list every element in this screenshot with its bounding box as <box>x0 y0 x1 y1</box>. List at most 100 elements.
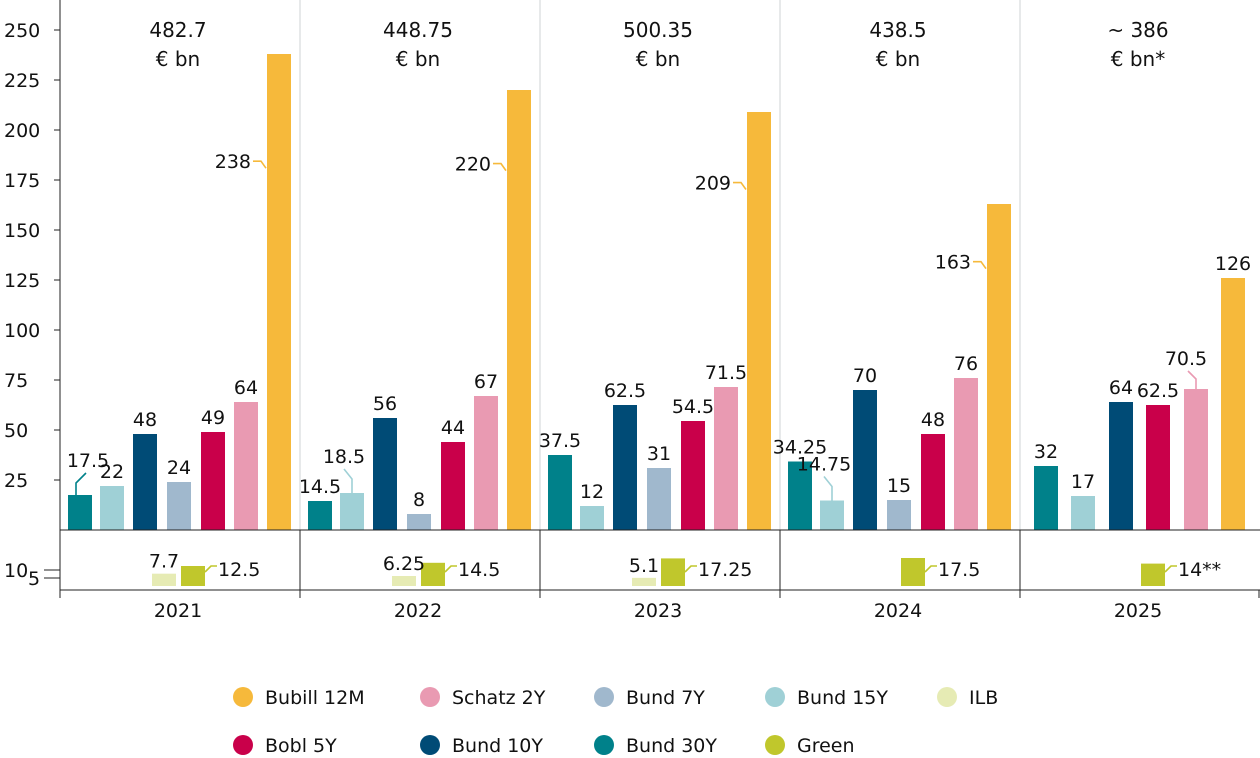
chart-bars <box>68 54 1245 586</box>
bar-schatz-2y <box>234 402 258 530</box>
total-unit-label: € bn <box>156 47 200 71</box>
legend-label: Schatz 2Y <box>452 687 546 709</box>
data-label: 7.7 <box>149 551 179 573</box>
leader-line <box>493 162 507 172</box>
data-label: 37.5 <box>539 430 581 452</box>
y-tick-label: 75 <box>4 370 28 392</box>
leader-line <box>1164 565 1177 573</box>
total-amount-label: ~ 386 <box>1107 18 1168 42</box>
chart-axes: 25 50 75 100 125 150 175 200 225 250 510 2021 2022 20… <box>4 0 1260 622</box>
total-unit-label: € bn* <box>1111 47 1165 71</box>
bar-ilb <box>152 573 176 586</box>
data-label: 54.5 <box>672 396 714 418</box>
bar-bobl-5y <box>201 432 225 530</box>
y-tick-label: 50 <box>4 420 28 442</box>
data-label: 49 <box>201 407 225 429</box>
data-label: 8 <box>413 489 425 511</box>
bar-bund-30y <box>68 495 92 530</box>
bar-schatz-2y <box>714 387 738 530</box>
data-label: 32 <box>1034 441 1058 463</box>
legend-swatch <box>420 687 440 707</box>
leader-line <box>1187 370 1197 389</box>
legend-swatch <box>594 687 614 707</box>
data-label: 17 <box>1071 471 1095 493</box>
total-unit-label: € bn <box>396 47 440 71</box>
bar-schatz-2y <box>474 396 498 530</box>
legend-label: Bobl 5Y <box>265 735 337 757</box>
data-label: 76 <box>954 353 978 375</box>
bar-bund-10y <box>133 434 157 530</box>
y-tick-label: 125 <box>4 270 40 292</box>
data-label: 126 <box>1215 253 1251 275</box>
data-label: 12 <box>580 481 604 503</box>
legend-label: Bund 7Y <box>626 687 705 709</box>
bar-schatz-2y <box>954 378 978 530</box>
data-label: 18.5 <box>323 446 365 468</box>
data-label: 15 <box>887 475 911 497</box>
bar-bund-15y <box>100 486 124 530</box>
data-label: 48 <box>133 409 157 431</box>
bar-schatz-2y <box>1184 389 1208 530</box>
data-label: 34.25 <box>773 437 827 459</box>
y-tick-label: 25 <box>4 470 28 492</box>
data-label: 31 <box>647 443 671 465</box>
bar-bund-10y <box>373 418 397 530</box>
bar-bubill-12m <box>747 112 771 530</box>
leader-line <box>924 565 937 573</box>
data-label: 14.5 <box>458 559 500 581</box>
bar-bund-7y <box>647 468 671 530</box>
data-label: 64 <box>1109 377 1133 399</box>
legend-swatch <box>420 735 440 755</box>
leader-line <box>343 468 353 493</box>
total-amount-label: 448.75 <box>383 18 453 42</box>
y-tick-label: 250 <box>4 20 40 42</box>
x-tick-label: 2022 <box>394 600 442 622</box>
legend-swatch <box>233 735 253 755</box>
data-label: 62.5 <box>1137 380 1179 402</box>
legend-label: Bund 30Y <box>626 735 717 757</box>
x-tick-label: 2021 <box>154 600 202 622</box>
bar-bobl-5y <box>1146 405 1170 530</box>
legend-swatch <box>233 687 253 707</box>
legend-swatch <box>765 687 785 707</box>
data-label: 70 <box>853 365 877 387</box>
bar-bubill-12m <box>1221 278 1245 530</box>
leader-line <box>444 565 457 573</box>
bar-bobl-5y <box>681 421 705 530</box>
total-unit-label: € bn <box>636 47 680 71</box>
y-tick-label: 200 <box>4 120 40 142</box>
data-label: 209 <box>695 173 731 195</box>
data-label: 5.1 <box>629 555 659 577</box>
bar-bund-30y <box>788 461 812 530</box>
legend-label: ILB <box>969 687 998 709</box>
bar-bund-7y <box>887 500 911 530</box>
total-amount-label: 438.5 <box>869 18 926 42</box>
bar-bund-30y <box>548 455 572 530</box>
bar-green <box>421 562 445 586</box>
data-label: 14.5 <box>299 476 341 498</box>
bar-bund-15y <box>580 506 604 530</box>
data-label: 17.25 <box>698 559 752 581</box>
bar-bubill-12m <box>987 204 1011 530</box>
legend-label: Bubill 12M <box>265 687 365 709</box>
bar-bund-15y <box>1071 496 1095 530</box>
legend-label: Green <box>797 735 855 757</box>
leader-line <box>684 565 697 573</box>
bar-bubill-12m <box>267 54 291 530</box>
chart-grid <box>299 0 1021 530</box>
data-label: 70.5 <box>1165 348 1207 370</box>
legend-swatch <box>594 735 614 755</box>
bar-green <box>181 566 205 586</box>
bar-bund-10y <box>1109 402 1133 530</box>
bar-bund-30y <box>308 501 332 530</box>
data-label: 48 <box>921 409 945 431</box>
bar-ilb <box>632 577 656 586</box>
data-label: 44 <box>441 417 465 439</box>
chart-legend: Bubill 12M Schatz 2Y Bund 7Y Bund 15Y ILB Bob… <box>233 687 998 757</box>
leader-line <box>253 160 267 169</box>
bar-green <box>661 558 685 586</box>
legend-label: Bund 10Y <box>452 735 543 757</box>
y-tick-label-lower: 5 <box>28 568 40 590</box>
data-label: 71.5 <box>705 362 747 384</box>
